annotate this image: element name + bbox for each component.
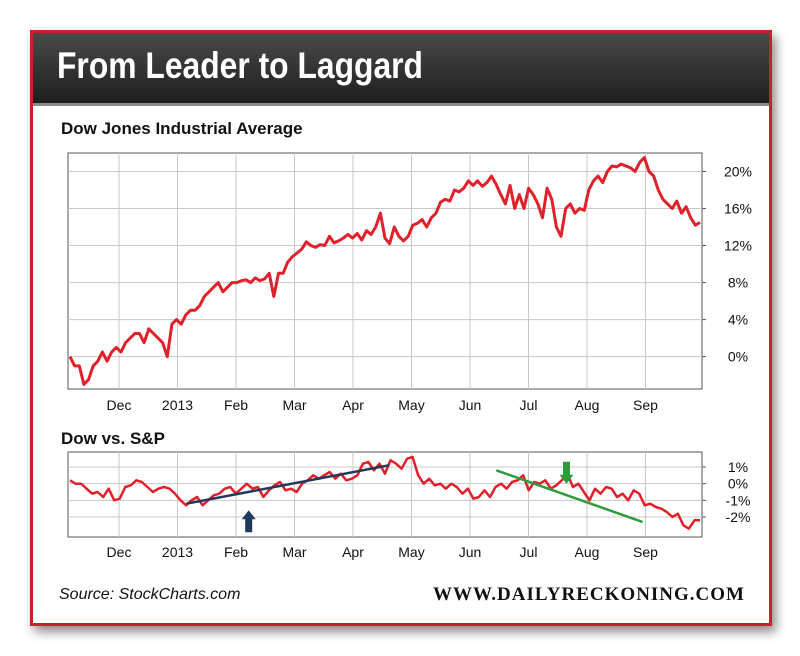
x-tick-label: Aug — [575, 397, 600, 413]
falling-trendline — [495, 469, 644, 524]
x-tick-label: Mar — [282, 544, 306, 560]
x-tick-label: Jun — [459, 397, 482, 413]
trendlines — [186, 464, 644, 524]
page-title: From Leader to Laggard — [57, 45, 423, 86]
down-arrow-icon — [559, 461, 574, 484]
y-tick-label: -2% — [726, 509, 751, 525]
x-tick-label: Jul — [520, 397, 538, 413]
chart-card: From Leader to Laggard Dow Jones Industr… — [30, 30, 772, 626]
x-tick-label: Dec — [107, 544, 132, 560]
x-tick-label: 2013 — [162, 397, 193, 413]
relative-x-axis: Dec 2013 Feb Mar Apr May Jun Jul Aug Sep — [107, 544, 659, 560]
x-tick-label: Dec — [107, 397, 132, 413]
dow-series-line — [68, 156, 701, 386]
main-x-axis: Dec 2013 Feb Mar Apr May Jun Jul Aug Sep — [107, 397, 659, 413]
x-tick-label: Mar — [282, 397, 306, 413]
relative-plot-area — [67, 451, 703, 538]
y-tick-label: 20% — [724, 164, 752, 180]
x-tick-label: Feb — [224, 544, 248, 560]
main-chart-title: Dow Jones Industrial Average — [61, 119, 303, 138]
relative-y-axis: 1%0%-1%-2% — [702, 459, 750, 525]
y-tick-label: 12% — [724, 238, 752, 254]
x-tick-label: Aug — [575, 544, 600, 560]
source-note: Source: StockCharts.com — [59, 586, 241, 603]
header-bar: From Leader to Laggard — [33, 33, 769, 106]
y-tick-label: -1% — [726, 492, 751, 508]
chart-canvas: Dow Jones Industrial Average Dec 2013 Feb M… — [61, 119, 752, 560]
main-y-axis: 0% 4% 8% 12% 16% 20% — [702, 164, 752, 365]
website-label: WWW.DAILYRECKONING.COM — [433, 584, 745, 605]
dow-vs-sp-series-line — [69, 455, 700, 530]
x-tick-label: Sep — [633, 397, 658, 413]
x-tick-label: Feb — [224, 397, 248, 413]
x-tick-label: May — [398, 544, 424, 560]
x-tick-label: May — [398, 397, 424, 413]
arrow-annotations — [241, 461, 574, 533]
y-tick-label: 4% — [728, 312, 748, 328]
main-plot-area — [67, 152, 703, 390]
x-tick-label: Jul — [520, 544, 538, 560]
y-tick-label: 0% — [728, 349, 748, 365]
y-tick-label: 0% — [728, 476, 748, 492]
y-tick-label: 8% — [728, 275, 748, 291]
y-tick-label: 16% — [724, 201, 752, 217]
relative-chart-title: Dow vs. S&P — [61, 429, 165, 448]
x-tick-label: Sep — [633, 544, 658, 560]
x-tick-label: 2013 — [162, 544, 193, 560]
x-tick-label: Apr — [342, 544, 364, 560]
x-tick-label: Jun — [459, 544, 482, 560]
y-tick-label: 1% — [728, 459, 748, 475]
up-arrow-icon — [241, 510, 256, 533]
rising-trendline — [186, 464, 390, 505]
x-tick-label: Apr — [342, 397, 364, 413]
